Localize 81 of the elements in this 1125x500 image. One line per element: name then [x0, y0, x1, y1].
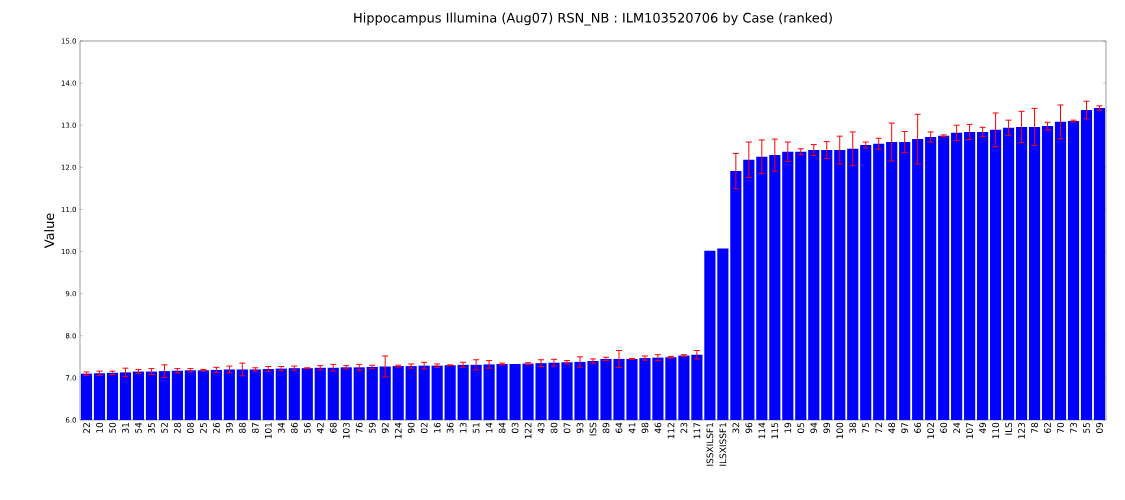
x-tick-label: 03 [511, 422, 519, 433]
x-tick-label: 78 [1031, 422, 1038, 433]
x-tick-label: 35 [148, 422, 155, 433]
x-tick-label: 97 [901, 422, 909, 434]
x-tick-label: 14 [485, 422, 493, 433]
x-tick-label: 112 [667, 423, 675, 439]
x-tick-label: 115 [771, 422, 779, 439]
x-tick-label: 76 [355, 422, 363, 433]
x-tick-label: 54 [135, 422, 142, 433]
x-tick-label: 124 [394, 422, 402, 439]
x-tick-label: ISSXILSF1 [706, 423, 714, 466]
x-tick-label: 90 [407, 422, 415, 434]
x-tick-label: 38 [849, 422, 857, 433]
x-tick-label: 62 [1044, 423, 1051, 433]
x-tick-label: 86 [290, 422, 298, 433]
x-tick-label: 107 [966, 422, 973, 439]
x-tick-label: 94 [810, 422, 818, 434]
x-tick-label: 07 [563, 422, 571, 433]
x-tick-label: 10 [96, 422, 103, 433]
x-tick-label: 110 [992, 422, 999, 439]
x-tick-label: 75 [862, 422, 870, 433]
x-tick-label: 16 [433, 422, 441, 433]
x-tick-label: 123 [1018, 422, 1025, 439]
x-tick-label: 68 [329, 422, 337, 433]
x-tick-label: 100 [836, 422, 844, 439]
chart-title: Hippocampus Illumina (Aug07) RSN_NB : ILM103520706 by Case (ranked) [354, 12, 832, 26]
x-tick-label: 56 [303, 422, 311, 433]
x-tick-label: 70 [1057, 422, 1064, 433]
y-axis-title: Value [44, 213, 55, 249]
x-tick-label: 08 [187, 422, 194, 433]
x-tick-label: ILS [1005, 422, 1012, 435]
x-tick-label: 80 [550, 422, 558, 433]
x-tick-label: 19 [784, 422, 792, 433]
x-tick-label: 93 [576, 422, 584, 434]
x-tick-label: 96 [745, 422, 753, 434]
x-tick-label: 60 [940, 422, 948, 433]
x-tick-label: 25 [199, 422, 207, 433]
x-tick-label: 52 [161, 423, 168, 433]
x-tick-label: 39 [225, 422, 233, 433]
x-tick-label: 117 [693, 422, 701, 439]
x-tick-label: 59 [368, 422, 376, 433]
x-tick-label: 26 [212, 422, 220, 433]
x-tick-label: 89 [602, 422, 610, 433]
x-tick-label: 36 [446, 422, 454, 433]
x-tick-label: 114 [758, 422, 766, 439]
x-tick-label: 101 [264, 423, 272, 439]
x-tick-label: 87 [251, 422, 259, 433]
x-tick-label: 66 [914, 422, 922, 433]
x-tick-label: 55 [1083, 422, 1090, 433]
x-tick-label: 02 [420, 423, 428, 433]
x-tick-label: 84 [498, 422, 506, 433]
x-tick-label: 24 [953, 422, 960, 433]
x-tick-label: 98 [641, 422, 649, 434]
x-tick-label: 09 [1096, 422, 1103, 433]
x-tick-label: 31 [122, 423, 129, 433]
x-tick-label: 22 [83, 423, 90, 433]
x-tick-label: 49 [979, 422, 986, 434]
x-tick-label: ISS [589, 422, 597, 436]
x-tick-label: 64 [615, 422, 623, 433]
x-tick-label: ILSXISSF1 [719, 423, 727, 466]
x-tick-label: 50 [109, 422, 116, 433]
x-tick-label: 103 [342, 422, 350, 439]
x-tick-label: 102 [927, 423, 935, 439]
x-tick-label: 73 [1070, 422, 1077, 433]
x-tick-label: 34 [277, 422, 285, 433]
x-tick-label: 92 [381, 423, 389, 434]
x-tick-label: 32 [732, 423, 740, 433]
x-tick-label: 48 [888, 422, 896, 434]
x-tick-label: 05 [797, 422, 805, 433]
x-tick-label: 13 [459, 422, 467, 433]
x-tick-label: 99 [823, 422, 831, 434]
x-tick-label: 72 [875, 423, 883, 433]
x-tick-label: 51 [472, 423, 480, 433]
x-tick-label: 42 [316, 423, 324, 434]
x-tick-label: 41 [628, 423, 636, 434]
x-tick-label: 88 [238, 422, 246, 433]
x-tick-label: 23 [680, 422, 688, 433]
x-tick-label: 43 [537, 422, 545, 434]
x-tick-label: 122 [524, 423, 532, 439]
x-tick-label: 46 [654, 422, 662, 434]
x-tick-label: 28 [174, 422, 181, 433]
